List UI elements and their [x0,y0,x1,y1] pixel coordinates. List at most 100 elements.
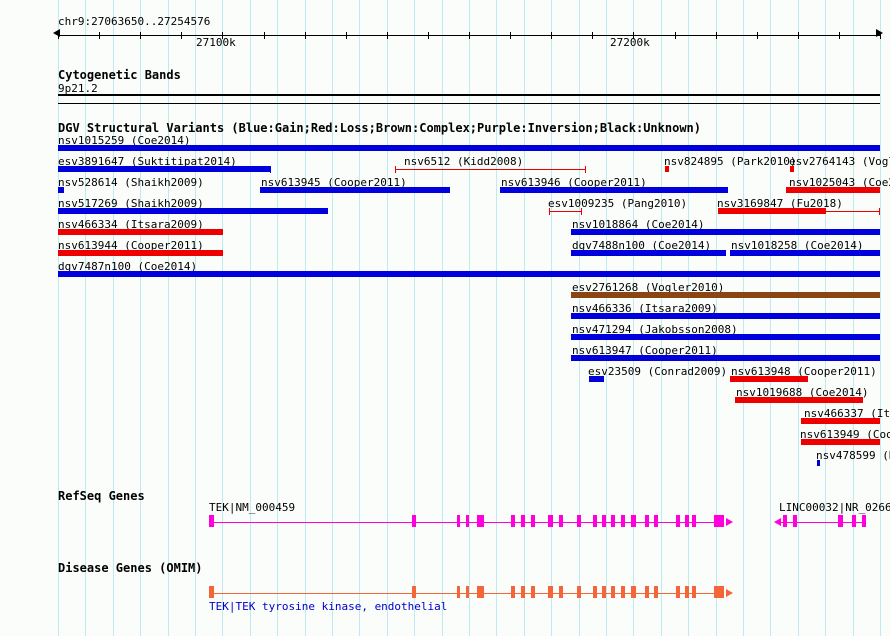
variant-bar[interactable] [571,229,880,235]
exon[interactable] [521,586,525,598]
variant-bar[interactable] [571,313,880,319]
exon[interactable] [412,586,416,598]
variant-bar[interactable] [58,229,223,235]
variant-label[interactable]: nsv613947 (Cooper2011) [572,344,718,357]
variant-label[interactable]: esv2761268 (Vogler2010) [572,281,725,294]
variant-bar[interactable] [58,187,64,193]
exon[interactable] [645,515,649,527]
variant-label[interactable]: esv1009235 (Pang2010) [548,197,688,210]
exon[interactable] [611,515,615,527]
exon[interactable] [466,586,469,598]
variant-bar[interactable] [58,271,880,277]
exon[interactable] [783,515,787,527]
exon[interactable] [862,515,866,527]
exon[interactable] [793,515,797,527]
variant-label[interactable]: esv3891647 (Suktitipat2014) [58,155,237,168]
variant-label[interactable]: esv23509 (Conrad2009) [588,365,728,378]
exon[interactable] [457,586,460,598]
variant-bar[interactable] [58,250,223,256]
exon[interactable] [559,586,563,598]
variant-label[interactable]: nsv478599 (Kidd2008) [816,449,890,462]
variant-bar[interactable] [571,292,880,298]
exon[interactable] [209,586,214,598]
variant-bar[interactable] [786,187,880,193]
exon[interactable] [577,515,581,527]
variant-label[interactable]: nsv613944 (Cooper2011) [58,239,204,252]
variant-label[interactable]: nsv613946 (Cooper2011) [501,176,647,189]
exon[interactable] [631,586,636,598]
variant-label[interactable]: dgv7488n100 (Coe2014) [572,239,712,252]
variant-bar[interactable] [801,439,880,445]
exon[interactable] [714,586,724,598]
exon[interactable] [685,515,689,527]
variant-bar[interactable] [718,208,826,214]
exon[interactable] [593,515,597,527]
variant-label[interactable]: nsv471294 (Jakobsson2008) [572,323,738,336]
exon[interactable] [577,586,581,598]
variant-label[interactable]: nsv1019688 (Coe2014) [736,386,869,399]
exon[interactable] [559,515,563,527]
variant-label[interactable]: nsv528614 (Shaikh2009) [58,176,204,189]
exon[interactable] [602,586,606,598]
exon[interactable] [621,515,625,527]
variant-bar[interactable] [790,166,794,172]
exon[interactable] [654,515,658,527]
exon[interactable] [692,515,696,527]
exon[interactable] [621,586,625,598]
exon[interactable] [209,515,214,527]
variant-label[interactable]: nsv6512 (Kidd2008) [404,155,524,168]
exon[interactable] [511,586,515,598]
variant-label[interactable]: nsv466336 (Itsara2009) [572,302,718,315]
exon[interactable] [714,515,724,527]
variant-label[interactable]: nsv1025043 (Coe2014) [789,176,890,189]
variant-bar[interactable] [571,334,880,340]
gene-label[interactable]: TEK|TEK tyrosine kinase, endothelial [209,600,448,613]
gene-label[interactable]: LINC00032|NR_026675 [779,501,890,514]
exon[interactable] [676,586,680,598]
variant-bar[interactable] [801,418,880,424]
variant-bar[interactable] [735,397,863,403]
variant-label[interactable]: nsv466337 (Itsara2009) [804,407,890,420]
variant-label[interactable]: esv2764143 (Vogler2010) [789,155,890,168]
exon[interactable] [457,515,460,527]
variant-bar[interactable] [571,355,880,361]
exon[interactable] [531,586,535,598]
variant-label[interactable]: nsv517269 (Shaikh2009) [58,197,204,210]
variant-label[interactable]: nsv466334 (Itsara2009) [58,218,204,231]
variant-bar[interactable] [58,145,880,151]
variant-label[interactable]: nsv1015259 (Coe2014) [58,134,191,147]
exon[interactable] [852,515,856,527]
exon[interactable] [511,515,515,527]
variant-label[interactable]: nsv1018258 (Coe2014) [731,239,864,252]
exon[interactable] [531,515,535,527]
variant-bar[interactable] [665,166,669,172]
exon[interactable] [645,586,649,598]
variant-line[interactable] [549,211,581,212]
exon[interactable] [631,515,636,527]
variant-bar[interactable] [730,376,808,382]
gene-label[interactable]: TEK|NM_000459 [209,501,296,514]
exon[interactable] [548,515,553,527]
exon[interactable] [685,586,689,598]
exon[interactable] [521,515,525,527]
variant-bar[interactable] [730,250,880,256]
exon[interactable] [412,515,416,527]
variant-bar[interactable] [58,166,270,172]
exon[interactable] [477,586,484,598]
variant-label[interactable]: dgv7487n100 (Coe2014) [58,260,198,273]
variant-label[interactable]: nsv613945 (Cooper2011) [261,176,407,189]
exon[interactable] [477,515,484,527]
variant-bar[interactable] [817,460,820,466]
variant-line[interactable] [395,169,585,170]
exon[interactable] [611,586,615,598]
exon[interactable] [466,515,469,527]
variant-bar[interactable] [589,376,604,382]
exon[interactable] [548,586,553,598]
variant-bar[interactable] [500,187,728,193]
variant-bar[interactable] [58,208,328,214]
exon[interactable] [676,515,680,527]
variant-bar[interactable] [571,250,726,256]
exon[interactable] [654,586,658,598]
variant-label[interactable]: nsv613948 (Cooper2011) [731,365,877,378]
variant-label[interactable]: nsv613949 (Cooper2011) [800,428,890,441]
